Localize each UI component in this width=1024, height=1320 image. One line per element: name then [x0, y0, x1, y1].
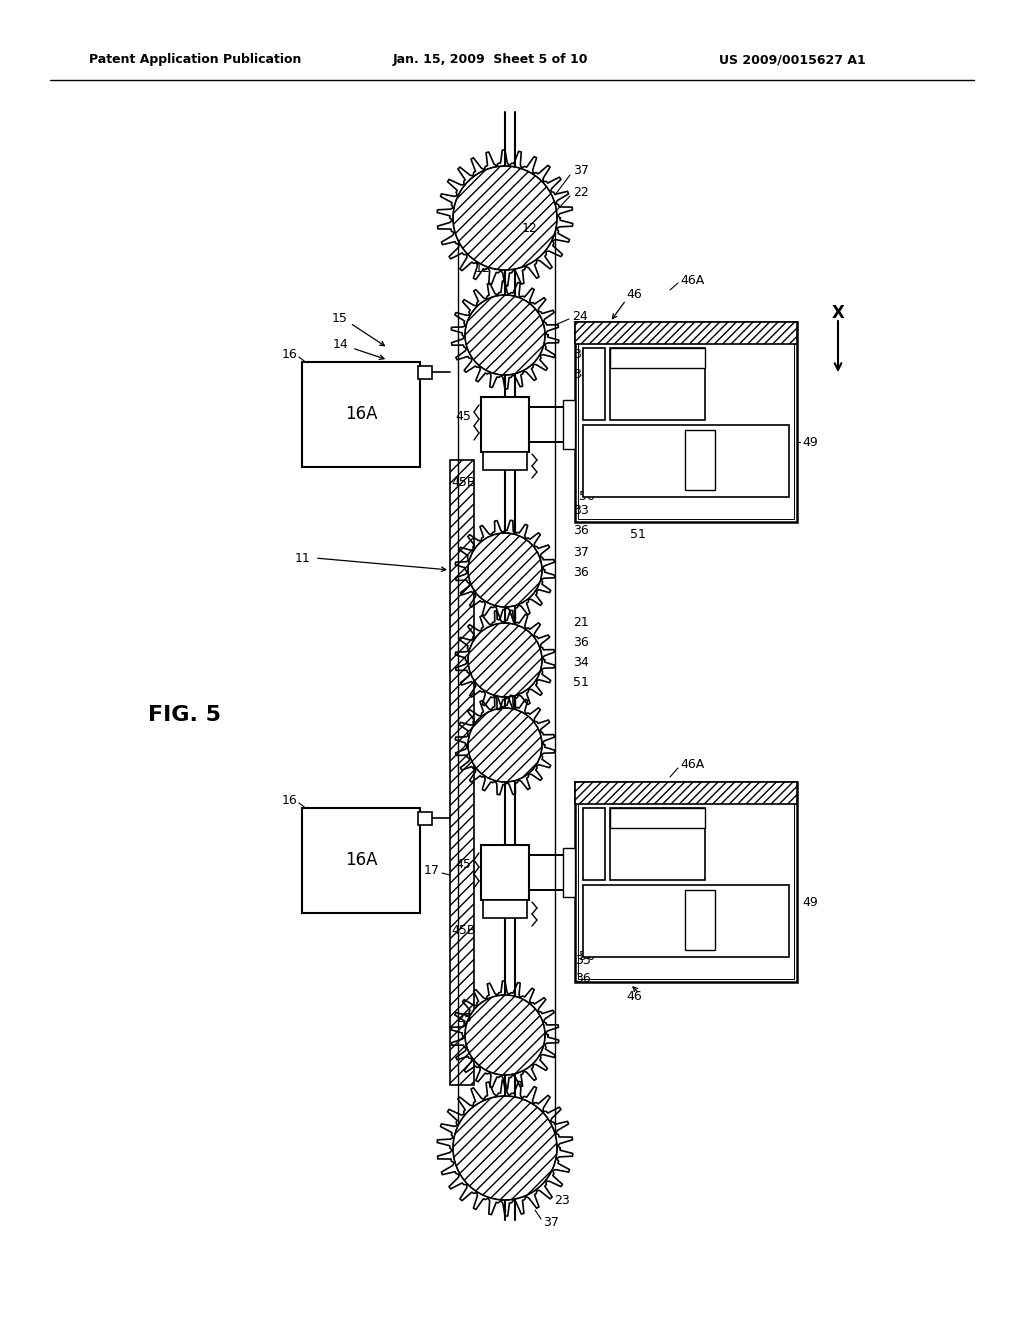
- Text: 12: 12: [522, 222, 538, 235]
- Bar: [481, 397, 529, 451]
- Text: 14: 14: [332, 338, 348, 351]
- Text: Jan. 15, 2009  Sheet 5 of 10: Jan. 15, 2009 Sheet 5 of 10: [392, 54, 588, 66]
- Bar: [583, 348, 605, 420]
- Bar: [481, 845, 529, 900]
- Circle shape: [453, 1096, 557, 1200]
- Bar: [483, 451, 527, 470]
- Text: 33: 33: [573, 503, 589, 516]
- Text: 33: 33: [575, 953, 591, 966]
- Text: 49: 49: [802, 895, 818, 908]
- Text: 34: 34: [573, 368, 589, 381]
- Bar: [450, 459, 474, 1085]
- Text: 49: 49: [802, 436, 818, 449]
- Text: 37: 37: [573, 545, 589, 558]
- Bar: [610, 808, 705, 880]
- Text: 46: 46: [626, 990, 642, 1003]
- Text: 51: 51: [573, 676, 589, 689]
- Text: 45A: 45A: [583, 379, 605, 389]
- Text: 37: 37: [543, 1216, 559, 1229]
- Text: 48: 48: [644, 825, 659, 838]
- Text: 24: 24: [572, 309, 588, 322]
- Text: 50: 50: [579, 491, 595, 503]
- Circle shape: [468, 623, 542, 697]
- Text: 36: 36: [573, 565, 589, 578]
- Bar: [685, 890, 715, 950]
- Text: 46A: 46A: [680, 759, 705, 771]
- Bar: [578, 325, 794, 519]
- Text: 22: 22: [573, 186, 589, 198]
- Text: 46A: 46A: [680, 273, 705, 286]
- Text: X: X: [831, 304, 845, 322]
- Circle shape: [468, 708, 542, 781]
- Bar: [302, 808, 420, 913]
- Bar: [418, 366, 432, 379]
- Circle shape: [465, 294, 545, 375]
- Text: 45B: 45B: [452, 475, 476, 488]
- Text: 16A: 16A: [345, 851, 377, 869]
- Text: 45B: 45B: [452, 924, 476, 936]
- Text: 21: 21: [573, 615, 589, 628]
- Bar: [685, 430, 715, 490]
- Text: 16A: 16A: [345, 405, 377, 422]
- Bar: [578, 785, 794, 979]
- Text: 36: 36: [573, 348, 589, 362]
- Text: 15: 15: [332, 312, 348, 325]
- Text: 12: 12: [474, 261, 490, 275]
- Text: 23: 23: [554, 1193, 569, 1206]
- Bar: [583, 808, 605, 880]
- Text: 36: 36: [573, 635, 589, 648]
- Bar: [563, 400, 575, 449]
- Text: 52: 52: [620, 808, 635, 821]
- Text: 52: 52: [620, 347, 635, 360]
- Text: 36: 36: [575, 972, 591, 985]
- Text: Patent Application Publication: Patent Application Publication: [89, 54, 301, 66]
- Bar: [575, 322, 797, 345]
- Text: 50: 50: [579, 950, 595, 964]
- Text: 16: 16: [282, 347, 297, 360]
- Bar: [575, 781, 797, 804]
- Bar: [302, 362, 420, 467]
- Bar: [563, 847, 575, 898]
- Circle shape: [468, 533, 542, 607]
- Bar: [575, 781, 797, 982]
- Text: 51: 51: [630, 528, 646, 540]
- Text: 45: 45: [455, 858, 471, 870]
- Text: 48: 48: [644, 366, 659, 379]
- Text: 11: 11: [294, 552, 310, 565]
- Bar: [583, 425, 790, 498]
- Text: 17: 17: [424, 863, 440, 876]
- Bar: [610, 348, 705, 368]
- Text: 37: 37: [573, 164, 589, 177]
- Bar: [583, 884, 790, 957]
- Bar: [483, 900, 527, 917]
- Text: 16: 16: [282, 793, 297, 807]
- Text: FIG. 5: FIG. 5: [148, 705, 221, 725]
- Circle shape: [465, 995, 545, 1074]
- Text: 45A: 45A: [583, 840, 605, 849]
- Text: US 2009/0015627 A1: US 2009/0015627 A1: [719, 54, 865, 66]
- Bar: [610, 348, 705, 420]
- Text: 45: 45: [455, 409, 471, 422]
- Bar: [418, 812, 432, 825]
- Text: 34: 34: [573, 656, 589, 668]
- Bar: [610, 808, 705, 828]
- Text: 46: 46: [626, 289, 642, 301]
- Text: 25: 25: [456, 1011, 472, 1024]
- Text: 36: 36: [573, 524, 589, 536]
- Circle shape: [453, 166, 557, 271]
- Bar: [575, 322, 797, 521]
